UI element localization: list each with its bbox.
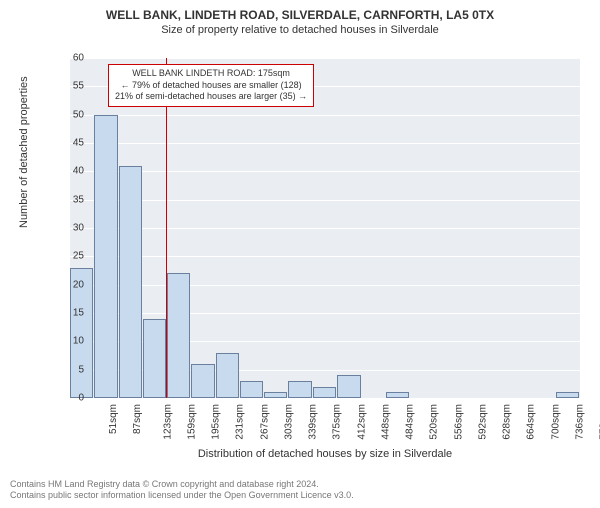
annotation-line2: ← 79% of detached houses are smaller (12… [115, 80, 307, 92]
x-tick-label: 412sqm [356, 404, 367, 440]
histogram-bar [337, 375, 360, 398]
footer-line2: Contains public sector information licen… [10, 490, 354, 502]
y-tick-label: 10 [73, 336, 84, 347]
y-tick-label: 40 [73, 166, 84, 177]
annotation-box: WELL BANK LINDETH ROAD: 175sqm← 79% of d… [108, 64, 314, 107]
x-tick-label: 628sqm [502, 404, 513, 440]
x-axis-label: Distribution of detached houses by size … [70, 448, 580, 460]
y-tick-label: 50 [73, 109, 84, 120]
histogram-bar [264, 392, 287, 398]
histogram-bar [191, 364, 214, 398]
annotation-line3: 21% of semi-detached houses are larger (… [115, 91, 307, 103]
y-tick-label: 0 [78, 393, 84, 404]
y-tick-label: 15 [73, 308, 84, 319]
x-tick-label: 700sqm [550, 404, 561, 440]
chart-title: WELL BANK, LINDETH ROAD, SILVERDALE, CAR… [0, 8, 600, 22]
x-tick-label: 51sqm [108, 404, 119, 434]
x-tick-label: 231sqm [235, 404, 246, 440]
x-tick-label: 339sqm [308, 404, 319, 440]
y-tick-label: 60 [73, 53, 84, 64]
gridline [70, 228, 580, 229]
footer-line1: Contains HM Land Registry data © Crown c… [10, 479, 354, 491]
footer-attribution: Contains HM Land Registry data © Crown c… [10, 479, 354, 502]
x-tick-label: 484sqm [405, 404, 416, 440]
y-tick-label: 5 [78, 364, 84, 375]
x-tick-label: 303sqm [283, 404, 294, 440]
y-tick-label: 25 [73, 251, 84, 262]
histogram-bar [119, 166, 142, 398]
x-tick-label: 159sqm [186, 404, 197, 440]
x-tick-label: 87sqm [132, 404, 143, 434]
gridline [70, 313, 580, 314]
gridline [70, 200, 580, 201]
gridline [70, 256, 580, 257]
annotation-line1: WELL BANK LINDETH ROAD: 175sqm [115, 68, 307, 80]
gridline [70, 171, 580, 172]
x-tick-label: 520sqm [429, 404, 440, 440]
histogram-bar [94, 115, 117, 398]
histogram-bar [240, 381, 263, 398]
x-tick-label: 448sqm [380, 404, 391, 440]
gridline [70, 115, 580, 116]
histogram-bar [386, 392, 409, 398]
histogram-bar [143, 319, 166, 398]
gridline [70, 58, 580, 59]
x-tick-label: 267sqm [259, 404, 270, 440]
x-tick-label: 195sqm [211, 404, 222, 440]
y-tick-label: 35 [73, 194, 84, 205]
y-axis-label: Number of detached properties [18, 76, 30, 228]
y-tick-label: 30 [73, 223, 84, 234]
x-tick-label: 736sqm [575, 404, 586, 440]
x-tick-label: 123sqm [162, 404, 173, 440]
histogram-bar [556, 392, 579, 398]
chart-subtitle: Size of property relative to detached ho… [0, 24, 600, 36]
histogram-bar [167, 273, 190, 398]
gridline [70, 285, 580, 286]
gridline [70, 398, 580, 399]
x-tick-label: 556sqm [453, 404, 464, 440]
gridline [70, 143, 580, 144]
histogram-bar [216, 353, 239, 398]
x-tick-label: 375sqm [332, 404, 343, 440]
marker-line [166, 58, 167, 398]
plot-area: WELL BANK LINDETH ROAD: 175sqm← 79% of d… [70, 58, 580, 398]
x-tick-label: 664sqm [526, 404, 537, 440]
y-tick-label: 20 [73, 279, 84, 290]
y-tick-label: 55 [73, 81, 84, 92]
histogram-bar [288, 381, 311, 398]
histogram-bar [313, 387, 336, 398]
chart: WELL BANK LINDETH ROAD: 175sqm← 79% of d… [70, 58, 580, 398]
x-tick-label: 592sqm [478, 404, 489, 440]
y-tick-label: 45 [73, 138, 84, 149]
